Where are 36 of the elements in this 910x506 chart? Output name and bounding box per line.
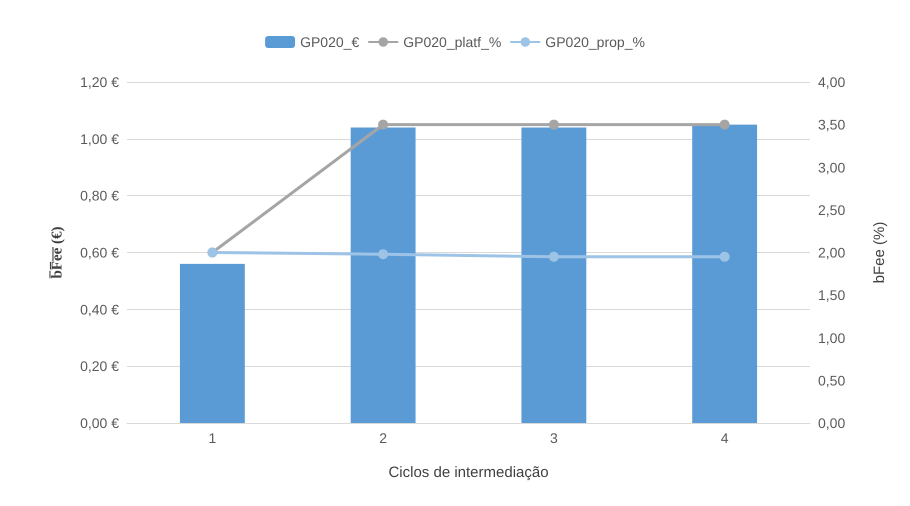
- x-tick-label: 2: [379, 430, 388, 446]
- y2-tick-label: 0,50: [818, 372, 846, 388]
- y-tick-label: 0,40 €: [80, 301, 120, 318]
- y-tick-label: 0,00 €: [80, 415, 120, 431]
- x-tick-label: 3: [550, 430, 558, 446]
- y2-tick-label: 3,50: [818, 116, 846, 133]
- x-axis-title: Ciclos de intermediação: [388, 464, 549, 481]
- legend-label: GP020_prop_%: [545, 34, 645, 50]
- y2-tick-label: 0,00: [818, 415, 846, 431]
- x-tick-label: 1: [208, 430, 216, 446]
- y2-tick-label: 4,00: [818, 74, 846, 90]
- y-tick-label: 0,60 €: [80, 244, 120, 260]
- y-tick-label: 0,80 €: [80, 188, 120, 204]
- y2-tick-label: 2,00: [818, 244, 846, 260]
- x-tick-label: 4: [720, 430, 729, 446]
- point: [548, 252, 559, 262]
- point: [720, 252, 730, 262]
- y2-axis-title: bFee (%): [871, 222, 888, 284]
- y2-tick-label: 3,00: [818, 159, 846, 176]
- y-tick-label: 1,00 €: [80, 130, 120, 147]
- y2-tick-label: 1,00: [818, 330, 846, 346]
- y2-tick-label: 1,50: [818, 287, 846, 304]
- point: [378, 249, 388, 260]
- y-tick-label: 0,20 €: [80, 358, 120, 374]
- y-tick-label: 1,20 €: [80, 74, 120, 90]
- y2-tick-label: 2,50: [818, 202, 846, 218]
- legend-label: GP020_platf_%: [403, 34, 502, 50]
- bar: [521, 127, 586, 423]
- point: [378, 120, 388, 130]
- bar: [180, 264, 245, 423]
- point: [548, 120, 559, 130]
- point: [720, 120, 730, 130]
- bar: [692, 124, 758, 423]
- bar: [350, 127, 416, 423]
- y-axis-title: b̅F̅e̅e̅ (€): [48, 226, 66, 279]
- legend-label: GP020_€: [300, 34, 360, 50]
